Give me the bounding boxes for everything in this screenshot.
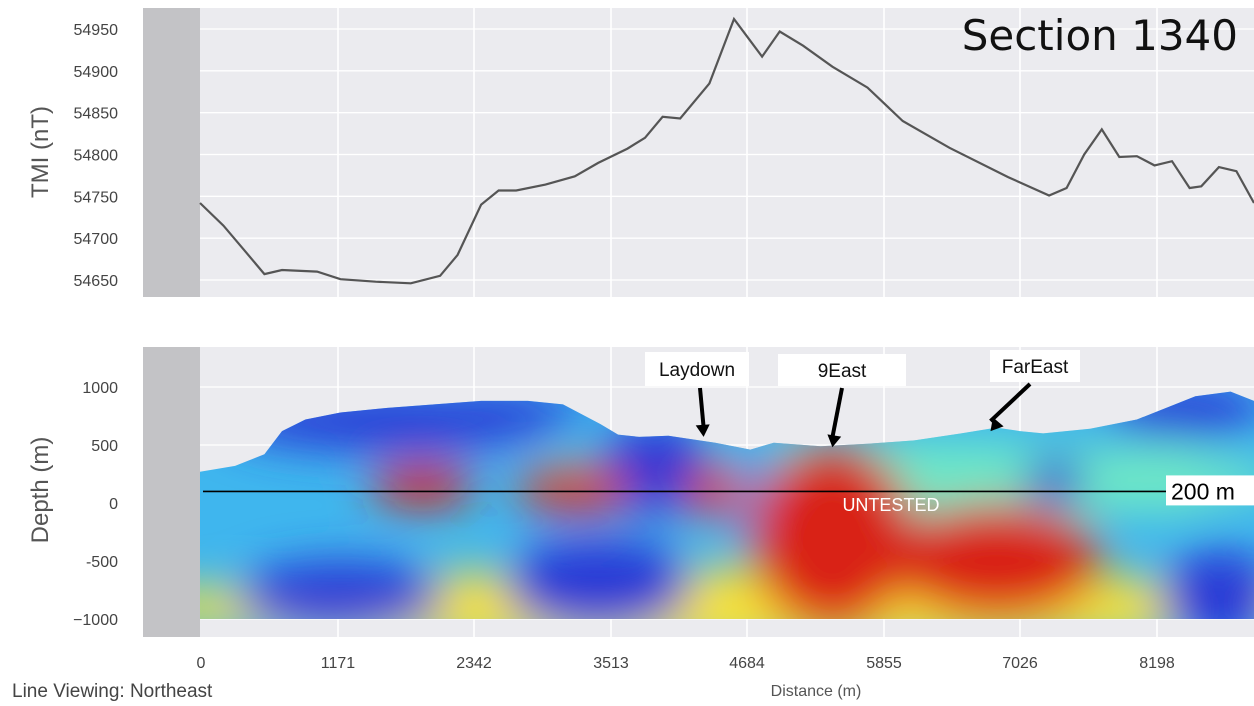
lower-panel-left-strip xyxy=(143,347,200,637)
x-tick-label: 7026 xyxy=(1002,655,1038,672)
viewing-direction-note: Line Viewing: Northeast xyxy=(12,681,213,702)
reference-label-background xyxy=(1166,475,1254,506)
reference-line-label: 200 m xyxy=(1171,478,1235,504)
y-tick-label: 54850 xyxy=(74,106,119,123)
y-tick-label: 1000 xyxy=(82,380,118,397)
annotation-arrow xyxy=(698,387,706,428)
depth-axis-label: Depth (m) xyxy=(27,437,54,544)
heatmap-cell xyxy=(504,537,692,619)
y-tick-label: 0 xyxy=(109,496,118,513)
annotation-box xyxy=(990,350,1080,382)
annotation-label: Laydown xyxy=(659,360,735,381)
untested-label: UNTESTED xyxy=(842,495,939,515)
y-tick-label: 500 xyxy=(91,438,118,455)
heatmap-cell xyxy=(369,464,476,507)
annotation-9east: 9East xyxy=(778,354,906,448)
x-tick-label: 5855 xyxy=(866,655,902,672)
y-tick-label: 54750 xyxy=(74,189,119,206)
x-tick-label: 3513 xyxy=(593,655,629,672)
annotation-arrowhead xyxy=(990,417,1004,432)
x-tick-label: 2342 xyxy=(456,655,492,672)
section-title: Section 1340 xyxy=(962,11,1238,60)
heatmap-cell xyxy=(750,445,915,619)
annotation-fareast: FarEast xyxy=(989,350,1080,432)
depth-y-ticks: 1000 500 0 -500 −1000 xyxy=(73,380,118,629)
heatmap-cell xyxy=(235,561,446,619)
annotation-arrow xyxy=(989,382,1032,423)
y-tick-label: 54900 xyxy=(74,64,119,81)
distance-axis-label: Distance (m) xyxy=(771,683,862,700)
y-tick-label: 54950 xyxy=(74,22,119,39)
annotation-arrow xyxy=(830,387,844,438)
heatmap-cell xyxy=(516,465,634,513)
y-tick-label: 54800 xyxy=(74,148,119,165)
annotation-label: 9East xyxy=(818,361,867,382)
annotation-layer: Laydown 9East FarEast xyxy=(645,350,1080,448)
tmi-series-line xyxy=(199,16,1254,285)
heatmap-cell xyxy=(1160,549,1254,619)
annotation-box xyxy=(645,352,749,386)
heatmap-cell xyxy=(1025,456,1085,503)
y-tick-label: −1000 xyxy=(73,612,118,629)
x-tick-label: 4684 xyxy=(729,655,765,672)
tmi-y-ticks: 54650 54700 54750 54800 54850 54900 54950 xyxy=(74,22,119,290)
annotation-arrowhead xyxy=(695,424,710,437)
x-tick-label: 8198 xyxy=(1139,655,1175,672)
x-tick-label: 0 xyxy=(197,655,206,672)
annotation-label: FarEast xyxy=(1002,357,1069,378)
annotation-laydown: Laydown xyxy=(645,352,749,437)
x-tick-label: 1171 xyxy=(321,655,356,672)
top-panel-left-strip xyxy=(143,8,200,297)
annotation-arrowhead xyxy=(827,434,842,448)
y-tick-label: -500 xyxy=(86,554,118,571)
tmi-axis-label: TMI (nT) xyxy=(27,106,54,198)
y-tick-label: 54650 xyxy=(74,273,119,290)
top-grid xyxy=(200,8,1254,297)
distance-x-ticks: 0 1171 2342 3513 4684 5855 7026 8198 xyxy=(197,655,1175,672)
y-tick-label: 54700 xyxy=(74,231,119,248)
top-panel-background xyxy=(143,8,1254,297)
heatmap-cell xyxy=(890,503,1102,619)
annotation-box xyxy=(778,354,906,386)
